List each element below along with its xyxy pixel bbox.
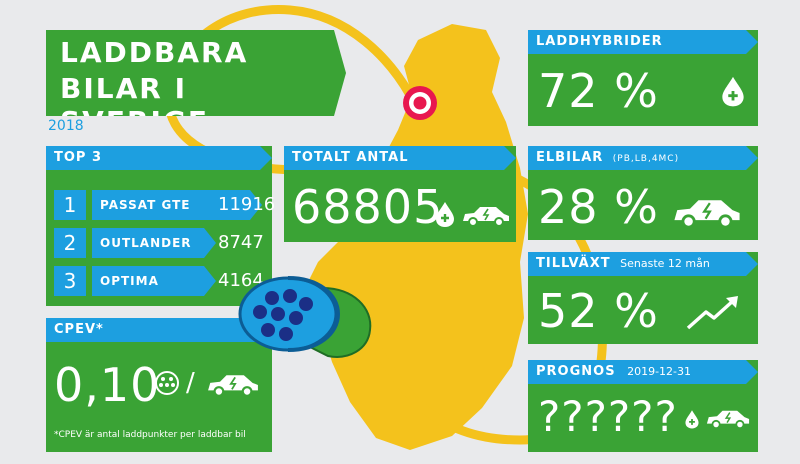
ev-title-bar: ELBILAR (PB,LB,4MC) <box>528 146 758 170</box>
ev-panel: ELBILAR (PB,LB,4MC) 28 % <box>528 146 758 240</box>
electric-car-icon <box>674 200 740 229</box>
forecast-title-bar: PROGNOS 2019-12-31 <box>528 360 758 384</box>
header-panel: LADDBARA BILAR I SVERIGE <box>46 30 346 116</box>
forecast-title: PROGNOS <box>536 364 616 379</box>
year-label: 2018 <box>48 118 84 134</box>
car-model: OUTLANDER <box>92 228 216 258</box>
top3-title: TOP 3 <box>46 146 272 170</box>
growth-panel: TILLVÄXT Senaste 12 mån 52 % <box>528 252 758 344</box>
location-pin-icon <box>403 86 437 120</box>
top3-panel: TOP 3 1 PASSAT GTE 11916 2 OUTLANDER 874… <box>46 146 276 306</box>
forecast-panel: PROGNOS 2019-12-31 ?????? <box>528 360 758 452</box>
hybrids-panel: LADDHYBRIDER 72 % <box>528 30 758 126</box>
electric-car-icon <box>463 207 509 227</box>
cpev-value: 0,10 <box>54 358 161 412</box>
forecast-date: 2019-12-31 <box>627 365 692 378</box>
growth-title-bar: TILLVÄXT Senaste 12 mån <box>528 252 758 276</box>
forecast-value: ?????? <box>538 392 678 441</box>
fuel-drop-plus-icon <box>722 76 744 107</box>
car-count: 11916 <box>218 194 276 215</box>
total-title: TOTALT ANTAL <box>284 146 516 170</box>
electric-car-icon <box>208 375 258 397</box>
rank-number: 1 <box>54 190 86 220</box>
cpev-panel: CPEV* 0,10 / *CPEV är antal laddpunkter … <box>46 318 272 452</box>
ev-value: 28 % <box>538 180 659 234</box>
cpev-separator: / <box>186 368 195 398</box>
total-panel: TOTALT ANTAL 68805 <box>284 146 516 242</box>
cpev-footnote: *CPEV är antal laddpunkter per laddbar b… <box>54 430 246 440</box>
charging-plug-icon <box>238 276 372 358</box>
car-model: PASSAT GTE <box>92 190 262 220</box>
cpev-title: CPEV* <box>46 318 272 342</box>
fuel-drop-plus-icon <box>436 202 454 227</box>
fuel-drop-plus-icon <box>685 410 699 429</box>
rank-number: 3 <box>54 266 86 296</box>
rank-number: 2 <box>54 228 86 258</box>
ev-subtitle: (PB,LB,4MC) <box>612 154 680 164</box>
hybrids-title: LADDHYBRIDER <box>528 30 758 54</box>
hybrids-value: 72 % <box>538 64 659 118</box>
growth-title: TILLVÄXT <box>536 256 611 271</box>
car-model: OPTIMA <box>92 266 216 296</box>
car-count: 4164 <box>218 270 264 291</box>
growth-subtitle: Senaste 12 mån <box>620 257 710 270</box>
growth-value: 52 % <box>538 284 659 338</box>
trend-up-arrow-icon <box>686 296 738 330</box>
total-value: 68805 <box>292 180 444 234</box>
ev-title: ELBILAR <box>536 150 604 165</box>
electric-car-icon <box>706 410 750 430</box>
charge-socket-icon <box>155 371 179 395</box>
title-line-1: LADDBARA <box>60 36 249 69</box>
car-count: 8747 <box>218 232 264 253</box>
